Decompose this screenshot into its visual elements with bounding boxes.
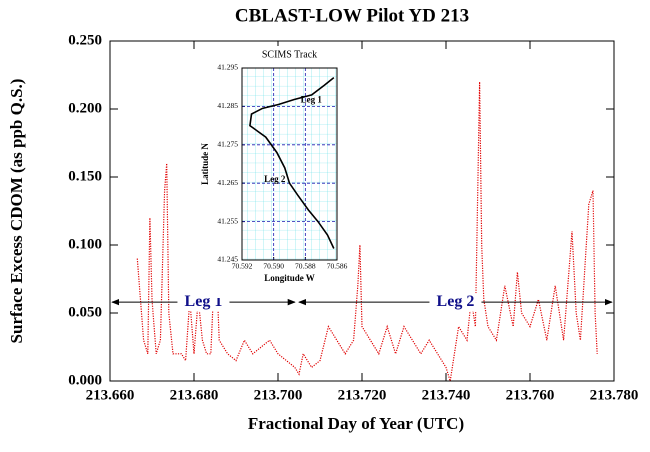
x-tick-label: 213.660 (86, 387, 135, 403)
y-tick-label: 0.000 (68, 372, 102, 388)
x-tick-label: 70.592 (232, 262, 253, 271)
leg-label-bg (429, 293, 482, 312)
y-tick-label: 41.265 (217, 178, 238, 187)
x-tick-label: 213.700 (254, 387, 303, 403)
y-tick-label: 41.275 (217, 140, 238, 149)
x-axis-label: Fractional Day of Year (UTC) (248, 414, 464, 433)
inset-y-label: Latitude N (200, 143, 210, 185)
x-tick-label: 70.586 (327, 262, 348, 271)
y-tick-label: 41.245 (217, 255, 238, 264)
x-tick-label: 213.760 (506, 387, 555, 403)
x-tick-label: 70.588 (295, 262, 316, 271)
x-tick-label: 213.680 (170, 387, 219, 403)
y-tick-label: 0.250 (68, 32, 102, 48)
y-tick-label: 0.200 (68, 100, 102, 116)
track-label: Leg 2 (264, 174, 286, 184)
y-tick-label: 0.100 (68, 236, 102, 252)
data-line (136, 81, 598, 382)
chart-title: CBLAST-LOW Pilot YD 213 (235, 5, 469, 26)
data-line (249, 76, 335, 249)
x-tick-label: 213.780 (590, 387, 639, 403)
y-tick-label: 41.295 (217, 63, 238, 72)
x-tick-label: 213.720 (338, 387, 387, 403)
track-label: Leg 1 (301, 95, 323, 105)
leg-label: Leg 2 (437, 293, 475, 310)
y-tick-label: 41.255 (217, 216, 238, 225)
y-tick-label: 0.150 (68, 168, 102, 184)
plot-frame (241, 67, 338, 261)
x-tick-label: 70.590 (263, 262, 284, 271)
plot-frame (109, 40, 615, 382)
y-tick-label: 0.050 (68, 304, 102, 320)
minor-grid (242, 68, 337, 260)
inset-title: SCIMS Track (262, 49, 317, 60)
inset-x-label: Longitude W (264, 273, 315, 283)
y-tick-label: 41.285 (217, 101, 238, 110)
y-axis-label: Surface Excess CDOM (as ppb Q.S.) (7, 79, 26, 344)
x-tick-label: 213.740 (422, 387, 471, 403)
